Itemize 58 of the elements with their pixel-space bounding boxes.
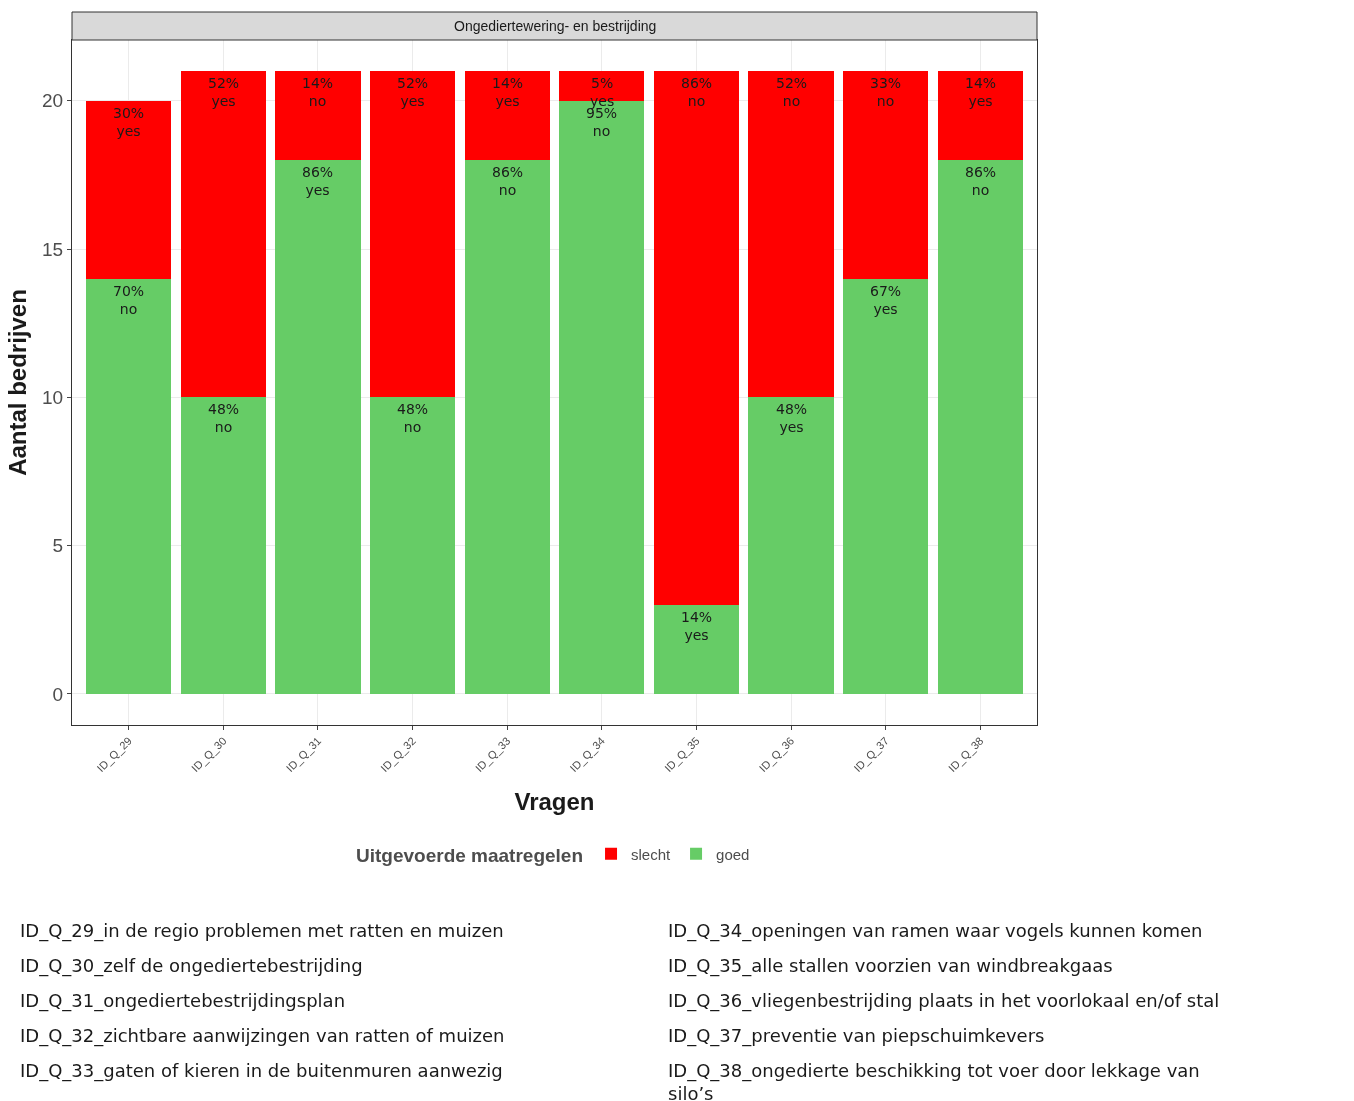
annotation: 52% yes	[397, 75, 429, 110]
bar	[180, 71, 266, 398]
y-axis-title: Aantal bedrijven	[4, 289, 32, 476]
annotation: 52% no	[776, 75, 808, 110]
bar	[275, 71, 361, 161]
y-tick-label: 10	[42, 386, 64, 408]
y-tick-label: 15	[42, 238, 64, 260]
bar	[464, 160, 550, 694]
annotation: 14% yes	[492, 75, 524, 110]
annotation: 48% yes	[776, 401, 808, 436]
annotation: 48% no	[397, 401, 429, 436]
annotation: 86% yes	[302, 164, 334, 199]
bar	[86, 100, 172, 279]
annotation: 48% no	[208, 401, 240, 436]
text: ID_Q_37_preventie van piepschuimkevers	[668, 1025, 1045, 1047]
bar	[559, 100, 645, 694]
annotation: 86% no	[681, 75, 713, 110]
legend-title: Uitgevoerde maatregelen	[356, 845, 584, 867]
annotation: 14% yes	[681, 609, 713, 644]
bar	[748, 71, 834, 398]
annotation: 14% no	[302, 75, 334, 110]
annotation: 86% no	[492, 164, 524, 199]
bar	[937, 71, 1023, 161]
text: ID_Q_32_zichtbare aanwijzingen van ratten of muizen	[20, 1025, 505, 1047]
bar	[275, 160, 361, 694]
y-tick-label: 5	[52, 535, 64, 557]
y-tick-label: 20	[42, 90, 64, 112]
bar	[653, 71, 739, 605]
text: ID_Q_29_in de regio problemen met ratten en muizen	[20, 920, 504, 942]
x-axis-title: Vragen	[514, 788, 595, 816]
text: ID_Q_31_ongediertebestrijdingsplan	[20, 990, 346, 1012]
bar	[464, 71, 550, 161]
annotation: 52% yes	[208, 75, 240, 110]
annotation: 30% yes	[113, 105, 145, 140]
annotation: 67% yes	[870, 283, 902, 318]
annotation: 86% no	[965, 164, 997, 199]
text: ID_Q_38_ongedierte beschikking tot voer door lekkage van silo’s	[668, 1060, 1200, 1101]
legend-label: goed	[716, 845, 750, 863]
bar	[370, 397, 456, 694]
bar	[937, 160, 1023, 694]
bar	[653, 604, 739, 694]
bar	[180, 397, 266, 694]
text: ID_Q_30_zelf de ongediertebestrijding	[20, 955, 363, 977]
bar	[748, 397, 834, 694]
text: ID_Q_35_alle stallen voorzien van windbreakgaas	[668, 955, 1113, 977]
text: ID_Q_33_gaten of kieren in de buitenmuren aanwezig	[20, 1060, 503, 1082]
bar	[843, 71, 929, 279]
legend-label: slecht	[631, 845, 672, 863]
bar	[86, 278, 172, 694]
text: ID_Q_36_vliegenbestrijding plaats in het voorlokaal en/of stal	[668, 990, 1220, 1012]
chart-title: Ongediertewering- en bestrijding	[454, 18, 657, 34]
bar	[843, 278, 929, 694]
y-tick-label: 0	[52, 683, 64, 705]
annotation: 33% no	[870, 75, 902, 110]
annotation: 14% yes	[965, 75, 997, 110]
annotation: 70% no	[113, 283, 145, 318]
bar	[370, 71, 456, 398]
text: ID_Q_34_openingen van ramen waar vogels kunnen komen	[668, 920, 1203, 942]
